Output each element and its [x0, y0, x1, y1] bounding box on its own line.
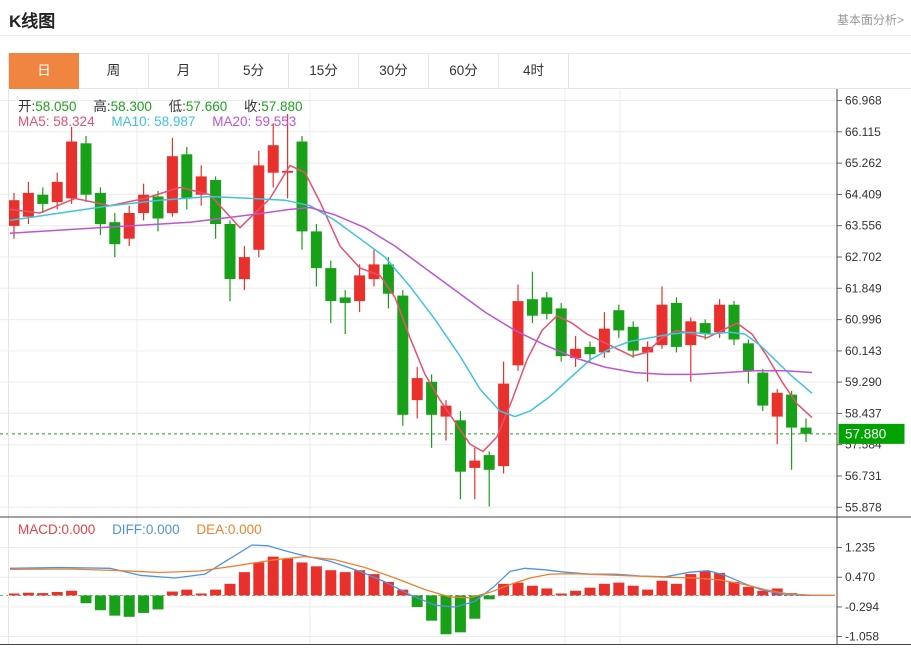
- svg-text:64.409: 64.409: [845, 187, 882, 201]
- svg-text:0.470: 0.470: [845, 570, 875, 584]
- diff-label: DIFF:: [112, 522, 146, 537]
- kline-chart: 66.968 66.115 65.262 64.409 63.556 62.702 61.8…: [0, 89, 911, 645]
- page-title: K线图: [9, 12, 56, 31]
- svg-text:59.290: 59.290: [845, 375, 882, 389]
- tab-周[interactable]: 周: [79, 54, 149, 88]
- svg-text:-0.294: -0.294: [845, 600, 879, 614]
- svg-text:66.968: 66.968: [845, 94, 882, 108]
- open-label: 开:: [18, 99, 36, 114]
- ma20-value: 59.553: [255, 114, 297, 129]
- macd-value: 0.000: [61, 522, 96, 537]
- diff-value: 0.000: [145, 522, 180, 537]
- ohlc-row: 开:58.050 高:58.300 低:57.660 收:57.880: [18, 95, 316, 115]
- ma20-label: MA20:: [212, 114, 252, 129]
- ma-row: MA5: 58.324 MA10: 58.987 MA20: 59.553: [18, 114, 309, 129]
- ma10-value: 58.987: [154, 114, 196, 129]
- close-value: 57.880: [261, 99, 303, 114]
- svg-text:63.556: 63.556: [845, 219, 882, 233]
- current-price-badge: 57.880: [845, 426, 886, 441]
- tab-15分[interactable]: 15分: [289, 54, 359, 88]
- ma5-value: 58.324: [53, 114, 95, 129]
- svg-text:1.235: 1.235: [845, 541, 875, 555]
- svg-text:62.702: 62.702: [845, 250, 882, 264]
- tab-4时[interactable]: 4时: [499, 54, 569, 88]
- period-tab-bar: 日周月 5分 15分 30分 60分 4时: [8, 53, 911, 89]
- tab-30分[interactable]: 30分: [359, 54, 429, 88]
- high-label: 高:: [93, 99, 111, 114]
- header-divider: [0, 35, 911, 36]
- svg-text:55.878: 55.878: [845, 500, 882, 514]
- svg-text:60.996: 60.996: [845, 313, 882, 327]
- open-value: 58.050: [35, 99, 77, 114]
- low-label: 低:: [168, 99, 186, 114]
- tab-5分[interactable]: 5分: [219, 54, 289, 88]
- svg-text:56.731: 56.731: [845, 469, 882, 483]
- dea-value: 0.000: [227, 522, 262, 537]
- tab-60分[interactable]: 60分: [429, 54, 499, 88]
- svg-text:-1.058: -1.058: [845, 630, 879, 644]
- svg-text:66.115: 66.115: [845, 125, 881, 139]
- svg-text:61.849: 61.849: [845, 281, 882, 295]
- low-value: 57.660: [185, 99, 228, 114]
- macd-label: MACD:: [18, 522, 62, 537]
- ma10-label: MA10:: [111, 114, 151, 129]
- dea-label: DEA:: [196, 522, 228, 537]
- macd-row: MACD:0.000 DIFF:0.000 DEA:0.000: [18, 522, 275, 537]
- tab-月[interactable]: 月: [149, 54, 219, 88]
- svg-text:60.143: 60.143: [845, 344, 882, 358]
- svg-text:58.437: 58.437: [845, 406, 882, 420]
- ma5-label: MA5:: [18, 114, 50, 129]
- chart-canvas[interactable]: 66.968 66.115 65.262 64.409 63.556 62.702 61.8…: [0, 89, 911, 645]
- high-value: 58.300: [110, 99, 152, 114]
- fundamental-analysis-link[interactable]: 基本面分析>: [836, 13, 904, 27]
- close-label: 收:: [243, 99, 262, 114]
- svg-text:65.262: 65.262: [845, 156, 882, 170]
- tab-日[interactable]: 日: [9, 53, 79, 89]
